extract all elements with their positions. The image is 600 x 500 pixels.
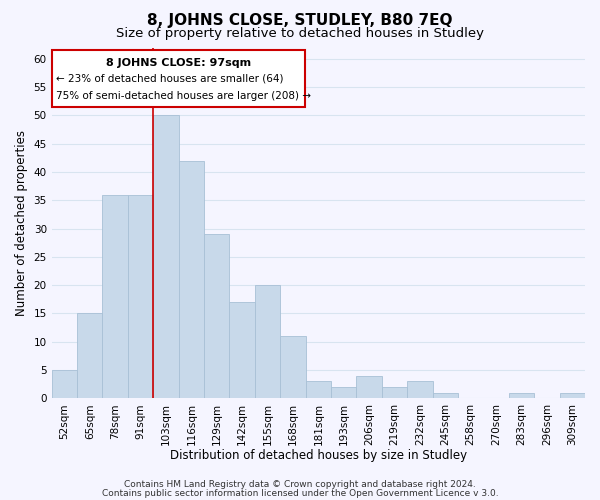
- FancyBboxPatch shape: [52, 50, 305, 107]
- Bar: [128, 194, 153, 398]
- Bar: [204, 234, 229, 398]
- Bar: [407, 382, 433, 398]
- Bar: [356, 376, 382, 398]
- Bar: [433, 392, 458, 398]
- Bar: [229, 302, 255, 398]
- Text: Contains public sector information licensed under the Open Government Licence v : Contains public sector information licen…: [101, 488, 499, 498]
- Bar: [305, 382, 331, 398]
- Bar: [179, 160, 204, 398]
- Y-axis label: Number of detached properties: Number of detached properties: [15, 130, 28, 316]
- Text: 75% of semi-detached houses are larger (208) →: 75% of semi-detached houses are larger (…: [56, 90, 311, 101]
- Bar: [280, 336, 305, 398]
- Bar: [331, 387, 356, 398]
- Bar: [153, 116, 179, 399]
- Bar: [382, 387, 407, 398]
- Text: ← 23% of detached houses are smaller (64): ← 23% of detached houses are smaller (64…: [56, 74, 283, 84]
- Bar: [560, 392, 585, 398]
- Bar: [103, 194, 128, 398]
- Text: 8, JOHNS CLOSE, STUDLEY, B80 7EQ: 8, JOHNS CLOSE, STUDLEY, B80 7EQ: [147, 12, 453, 28]
- Text: 8 JOHNS CLOSE: 97sqm: 8 JOHNS CLOSE: 97sqm: [106, 58, 251, 68]
- X-axis label: Distribution of detached houses by size in Studley: Distribution of detached houses by size …: [170, 450, 467, 462]
- Bar: [509, 392, 534, 398]
- Text: Size of property relative to detached houses in Studley: Size of property relative to detached ho…: [116, 28, 484, 40]
- Bar: [255, 285, 280, 399]
- Bar: [77, 314, 103, 398]
- Text: Contains HM Land Registry data © Crown copyright and database right 2024.: Contains HM Land Registry data © Crown c…: [124, 480, 476, 489]
- Bar: [52, 370, 77, 398]
